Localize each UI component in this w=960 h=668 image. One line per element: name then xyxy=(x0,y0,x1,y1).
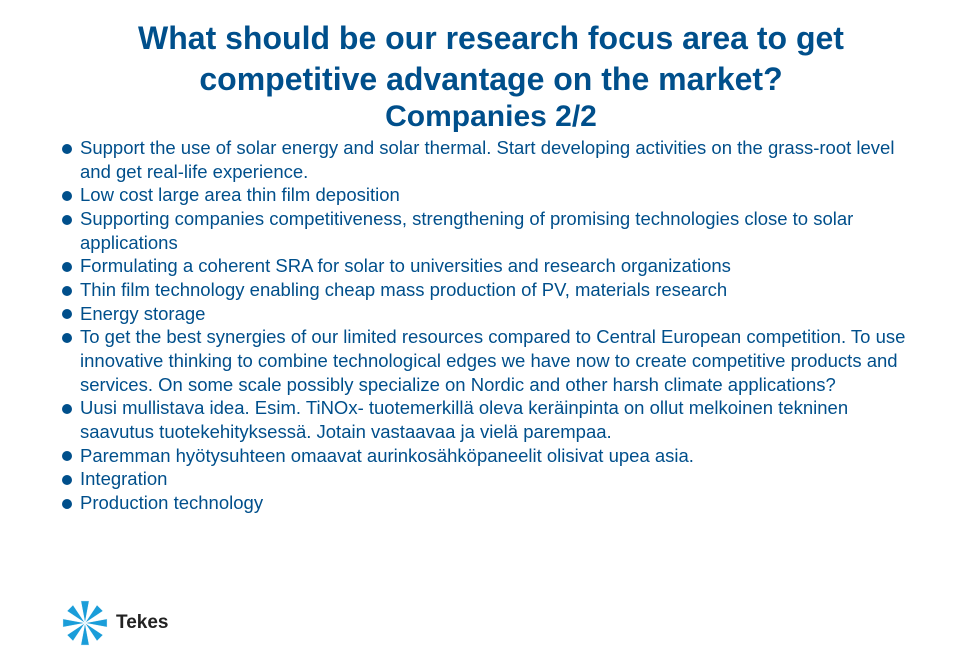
list-item: To get the best synergies of our limited… xyxy=(62,325,920,396)
bullet-icon xyxy=(62,404,72,414)
list-item: Paremman hyötysuhteen omaavat aurinkosäh… xyxy=(62,444,920,468)
bullet-text: Energy storage xyxy=(80,303,205,324)
bullet-text: Formulating a coherent SRA for solar to … xyxy=(80,255,731,276)
bullet-text: Supporting companies competitiveness, st… xyxy=(80,208,853,253)
slide-page: What should be our research focus area t… xyxy=(0,0,960,668)
bullet-text: Production technology xyxy=(80,492,263,513)
bullet-icon xyxy=(62,499,72,509)
bullet-text: To get the best synergies of our limited… xyxy=(80,326,905,394)
bullet-icon xyxy=(62,309,72,319)
list-item: Integration xyxy=(62,467,920,491)
bullet-list: Support the use of solar energy and sola… xyxy=(62,136,920,515)
list-item: Formulating a coherent SRA for solar to … xyxy=(62,254,920,278)
bullet-icon xyxy=(62,451,72,461)
slide-subtitle: Companies 2/2 xyxy=(62,100,920,134)
bullet-text: Low cost large area thin film deposition xyxy=(80,184,400,205)
bullet-icon xyxy=(62,215,72,225)
tekes-logo-text: Tekes xyxy=(116,612,168,634)
tekes-logo: Tekes xyxy=(62,600,168,646)
bullet-icon xyxy=(62,262,72,272)
list-item: Production technology xyxy=(62,491,920,515)
bullet-icon xyxy=(62,191,72,201)
bullet-icon xyxy=(62,286,72,296)
title-line-2: competitive advantage on the market? xyxy=(199,61,782,97)
list-item: Energy storage xyxy=(62,302,920,326)
list-item: Uusi mullistava idea. Esim. TiNOx- tuote… xyxy=(62,396,920,443)
bullet-text: Support the use of solar energy and sola… xyxy=(80,137,894,182)
bullet-icon xyxy=(62,333,72,343)
list-item: Support the use of solar energy and sola… xyxy=(62,136,920,183)
tekes-star-icon xyxy=(62,600,108,646)
bullet-text: Integration xyxy=(80,468,167,489)
bullet-icon xyxy=(62,144,72,154)
bullet-icon xyxy=(62,475,72,485)
list-item: Low cost large area thin film deposition xyxy=(62,183,920,207)
slide-title: What should be our research focus area t… xyxy=(62,18,920,100)
list-item: Thin film technology enabling cheap mass… xyxy=(62,278,920,302)
title-line-1: What should be our research focus area t… xyxy=(138,20,844,56)
bullet-text: Uusi mullistava idea. Esim. TiNOx- tuote… xyxy=(80,397,848,442)
bullet-text: Paremman hyötysuhteen omaavat aurinkosäh… xyxy=(80,445,694,466)
list-item: Supporting companies competitiveness, st… xyxy=(62,207,920,254)
bullet-text: Thin film technology enabling cheap mass… xyxy=(80,279,727,300)
